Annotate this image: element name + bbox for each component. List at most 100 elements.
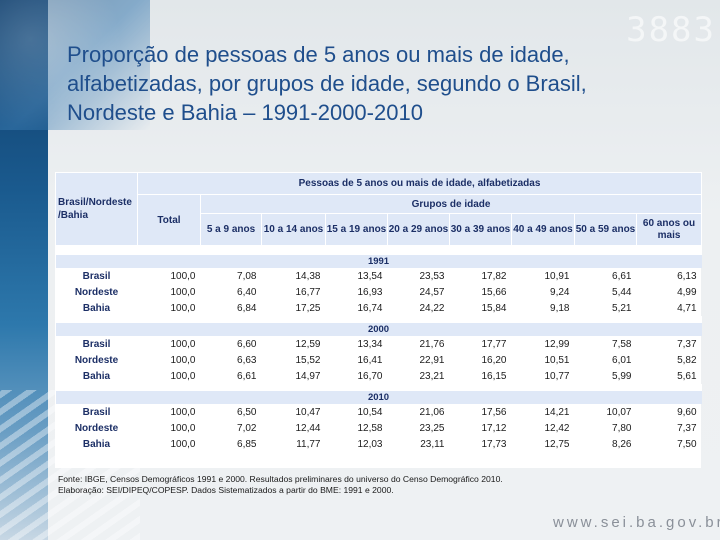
year-label: 1991: [55, 254, 702, 268]
table-cell: 16,93: [357, 286, 383, 298]
row-location-label: Bahia: [82, 302, 111, 314]
table-cell: 7,80: [612, 422, 632, 434]
stub-header-line-1: Brasil/Nordeste: [58, 197, 132, 208]
website-url: www.sei.ba.gov.br: [553, 514, 720, 531]
top-left-decorative-image: [0, 0, 150, 130]
table-cell: 24,22: [419, 302, 445, 314]
table-cell: 7,50: [677, 438, 697, 450]
table-cell: 6,63: [237, 354, 257, 366]
stub-header-line-2: /Bahia: [58, 210, 89, 221]
table-cell: 17,73: [481, 438, 507, 450]
table-row: Nordeste 100,0 7,02 12,44 12,58 23,25 17,12 12,…: [56, 420, 702, 436]
table-cell: 12,58: [357, 422, 383, 434]
table-row: Brasil 100,0 6,50 10,47 10,54 21,06 17,56 14,21…: [56, 404, 702, 420]
table-cell: 9,60: [677, 406, 697, 418]
top-right-decorative-digits: 3883: [626, 10, 716, 50]
age-group-header: 30 a 39 anos: [449, 213, 512, 246]
table-cell: 16,20: [481, 354, 507, 366]
table-cell: 22,91: [419, 354, 445, 366]
table-cell: 8,26: [612, 438, 632, 450]
age-group-header: 40 a 49 anos: [511, 213, 575, 246]
row-location-label: Brasil: [82, 270, 111, 282]
table-cell: 21,76: [419, 338, 445, 350]
table-cell: 16,41: [357, 354, 383, 366]
age-group-header: 60 anos ou mais: [635, 213, 703, 246]
table-cell: 5,21: [612, 302, 632, 314]
table-cell: 16,15: [481, 370, 507, 382]
table-cell: 24,57: [419, 286, 445, 298]
age-group-header: 50 a 59 anos: [574, 213, 637, 246]
table-cell: 10,77: [544, 370, 570, 382]
table-cell: 13,54: [357, 270, 383, 282]
table-cell: 23,25: [419, 422, 445, 434]
table-header: Brasil/Nordeste /Bahia Pessoas de 5 anos…: [55, 172, 703, 246]
source-line-1: Fonte: IBGE, Censos Demográficos 1991 e …: [58, 474, 503, 484]
table-cell: 4,99: [677, 286, 697, 298]
table-cell: 5,99: [612, 370, 632, 382]
row-location-label: Nordeste: [74, 422, 119, 434]
literacy-table-container: Brasil/Nordeste /Bahia Pessoas de 5 anos…: [55, 172, 703, 468]
table-cell: 23,53: [419, 270, 445, 282]
literacy-table: Brasil/Nordeste /Bahia Pessoas de 5 anos…: [55, 172, 703, 453]
table-body: 1991 Brasil 100,0 7,08 14,38 13,54 23,53 17,82 1…: [55, 245, 702, 453]
age-group-header: 15 a 19 anos: [325, 213, 388, 246]
table-cell: 4,71: [677, 302, 697, 314]
table-cell: 100,0: [170, 422, 196, 434]
spacer-row: [55, 245, 702, 255]
table-row: Brasil 100,0 7,08 14,38 13,54 23,53 17,82 10,91…: [56, 268, 702, 284]
table-cell: 17,12: [481, 422, 507, 434]
row-location-label: Brasil: [82, 338, 111, 350]
table-cell: 6,40: [237, 286, 257, 298]
table-cell: 12,99: [544, 338, 570, 350]
table-cell: 15,66: [481, 286, 507, 298]
age-groups-header: Grupos de idade: [199, 194, 703, 214]
row-location-label: Nordeste: [74, 354, 119, 366]
title-line-1: Proporção de pessoas de 5 anos ou mais d…: [67, 42, 570, 67]
table-cell: 15,84: [481, 302, 507, 314]
table-cell: 7,37: [677, 422, 697, 434]
table-cell: 16,70: [357, 370, 383, 382]
table-cell: 12,03: [357, 438, 383, 450]
table-cell: 7,58: [612, 338, 632, 350]
table-cell: 12,75: [544, 438, 570, 450]
table-cell: 6,50: [237, 406, 257, 418]
table-cell: 17,82: [481, 270, 507, 282]
table-cell: 10,54: [357, 406, 383, 418]
table-cell: 21,06: [419, 406, 445, 418]
table-row: Nordeste 100,0 6,40 16,77 16,93 24,57 15,66 9,2…: [56, 284, 702, 300]
table-cell: 5,44: [612, 286, 632, 298]
table-cell: 12,42: [544, 422, 570, 434]
table-cell: 6,01: [612, 354, 632, 366]
table-cell: 100,0: [170, 438, 196, 450]
year-section-header: 1991: [55, 254, 702, 268]
table-cell: 7,08: [237, 270, 257, 282]
table-row: Nordeste 100,0 6,63 15,52 16,41 22,91 16,20 10,…: [56, 352, 702, 368]
table-cell: 6,84: [237, 302, 257, 314]
table-cell: 100,0: [170, 370, 196, 382]
table-cell: 100,0: [170, 286, 196, 298]
table-cell: 10,07: [606, 406, 632, 418]
table-cell: 9,18: [550, 302, 570, 314]
table-cell: 100,0: [170, 338, 196, 350]
table-cell: 100,0: [170, 354, 196, 366]
table-cell: 5,82: [677, 354, 697, 366]
table-cell: 17,56: [481, 406, 507, 418]
table-cell: 7,02: [237, 422, 257, 434]
spacer-cell: [55, 245, 702, 255]
table-cell: 16,77: [295, 286, 321, 298]
table-cell: 23,21: [419, 370, 445, 382]
table-cell: 100,0: [170, 302, 196, 314]
table-cell: 100,0: [170, 406, 196, 418]
age-group-header: 5 a 9 anos: [200, 213, 262, 246]
table-cell: 10,91: [544, 270, 570, 282]
table-row: Brasil 100,0 6,60 12,59 13,34 21,76 17,77 12,99…: [56, 336, 702, 352]
row-location-label: Nordeste: [74, 286, 119, 298]
table-row: Bahia 100,0 6,61 14,97 16,70 23,21 16,15 10,77 5…: [56, 368, 702, 388]
year-label: 2010: [55, 384, 702, 404]
age-group-header-row: 5 a 9 anos 10 a 14 anos 15 a 19 anos 20 a 2…: [56, 213, 703, 246]
row-location-label: Bahia: [82, 370, 111, 382]
table-cell: 15,52: [295, 354, 321, 366]
table-cell: 12,44: [295, 422, 321, 434]
age-group-header: 10 a 14 anos: [261, 213, 326, 246]
table-cell: 17,77: [481, 338, 507, 350]
